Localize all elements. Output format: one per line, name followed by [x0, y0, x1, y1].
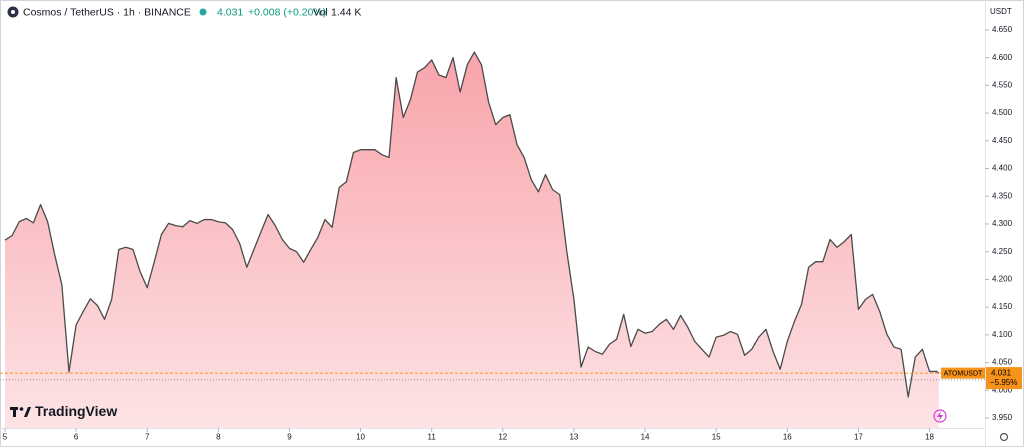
- x-tick-label: 14: [641, 433, 650, 442]
- settings-icon[interactable]: [999, 432, 1009, 442]
- x-tick-label: 17: [854, 433, 863, 442]
- y-tick-label: 4.500: [992, 108, 1013, 117]
- y-tick-label: 4.050: [992, 358, 1013, 367]
- x-tick-label: 13: [569, 433, 578, 442]
- x-tick-label: 16: [783, 433, 792, 442]
- price-line: [4, 51, 940, 398]
- y-tick-label: 3.950: [992, 413, 1013, 422]
- lightning-bolt: [937, 411, 943, 421]
- lightning-icon[interactable]: [933, 409, 947, 423]
- y-tick-label: 4.250: [992, 247, 1013, 256]
- logo-mark: [10, 407, 31, 417]
- volume-label: Vol: [313, 6, 328, 18]
- price-change: +0.008 (+0.20%): [248, 6, 326, 18]
- x-tick-label: 12: [498, 433, 507, 442]
- y-tick-label: 4.600: [992, 53, 1013, 62]
- price-tag-value: 4.031: [991, 369, 1012, 378]
- price-tag-bg: [986, 367, 1022, 390]
- x-tick-label: 6: [74, 433, 79, 442]
- y-tick-label: 4.100: [992, 330, 1013, 339]
- y-tick-label: 4.400: [992, 164, 1013, 173]
- x-tick-label: 15: [712, 433, 721, 442]
- market-status: [199, 8, 207, 16]
- y-tick-label: 4.350: [992, 191, 1013, 200]
- symbol-tag-bg: [941, 367, 985, 379]
- y-tick-label: 4.450: [992, 136, 1013, 145]
- last-price: 4.031: [217, 6, 243, 18]
- x-tick-label: 11: [428, 433, 437, 442]
- y-tick-label: 4.650: [992, 25, 1013, 34]
- y-tick-label: 4.000: [992, 385, 1013, 394]
- y-tick-label: 4.300: [992, 219, 1013, 228]
- symbol-tag: ATOMUSDT: [944, 370, 983, 377]
- x-tick-label: 18: [925, 433, 934, 442]
- currency-label: USDT: [990, 7, 1012, 16]
- y-tick-label: 4.550: [992, 80, 1013, 89]
- x-tick-label: 8: [216, 433, 221, 442]
- symbol-logo-dot: [11, 10, 15, 14]
- y-tick-label: 4.150: [992, 302, 1013, 311]
- x-tick-label: 10: [356, 433, 365, 442]
- logo-text: TradingView: [35, 403, 117, 419]
- area-fill: [4, 52, 939, 428]
- plot-area: [0, 51, 985, 428]
- x-tick-label: 5: [3, 433, 8, 442]
- price-tag-change: −5.95%: [990, 378, 1017, 387]
- symbol-title: Cosmos / TetherUS · 1h · BINANCE: [23, 6, 191, 18]
- y-tick-label: 4.200: [992, 275, 1013, 284]
- x-tick-label: 7: [145, 433, 150, 442]
- volume-value: 1.44 K: [331, 6, 361, 18]
- x-tick-label: 9: [287, 433, 292, 442]
